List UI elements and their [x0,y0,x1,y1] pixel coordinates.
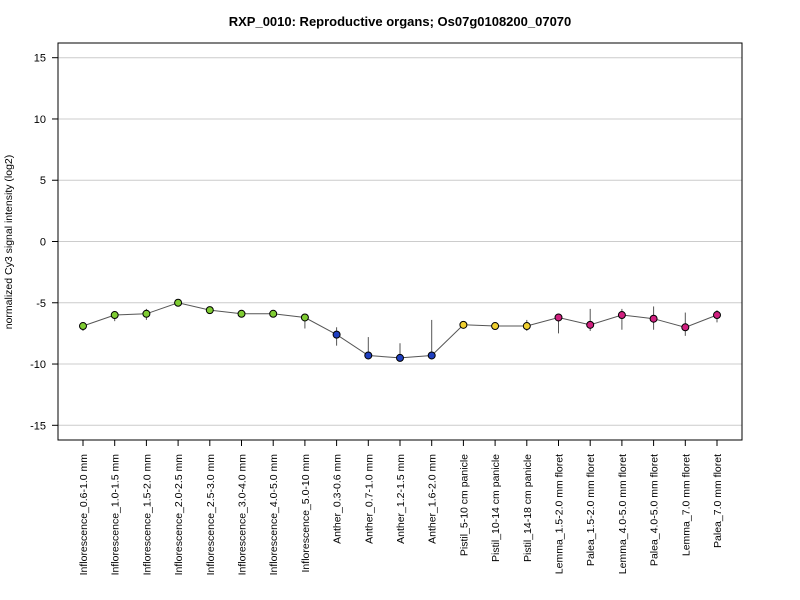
data-point [522,322,531,331]
data-point [459,320,468,329]
data-point [396,353,404,362]
x-tick-label: Lemma_7.0 mm floret [680,454,692,556]
error-bar-layer [82,300,718,362]
chart-title: RXP_0010: Reproductive organs; Os07g0108… [229,14,572,29]
y-tick-label: 10 [34,114,46,126]
x-tick-label: Inflorescence_0.6-1.0 mm [78,454,90,576]
x-tick-label: Anther_1.2-1.5 mm [395,454,407,544]
x-tick-label: Pistil_5-10 cm panicle [458,454,470,556]
data-point [142,309,151,318]
data-point [617,311,626,320]
x-tick-label: Inflorescence_5.0-10 mm [300,454,312,573]
y-tick-label: 0 [40,237,46,249]
y-tick-label: 5 [40,175,46,187]
x-tick-label: Anther_0.7-1.0 mm [363,454,375,544]
data-point [205,306,214,315]
y-tick-label: -5 [36,298,46,310]
y-tick-label: -15 [30,420,46,432]
x-tick-label: Palea_4.0-5.0 mm floret [649,454,661,566]
y-tick-label: -10 [30,359,46,371]
x-tick-label: Inflorescence_2.0-2.5 mm [173,454,185,576]
data-point-layer [79,298,721,362]
x-tick-label: Pistil_14-18 cm panicle [522,454,534,562]
x-tick-label: Inflorescence_3.0-4.0 mm [237,454,249,576]
x-tick-label: Lemma_1.5-2.0 mm floret [554,454,566,574]
data-point [300,313,309,322]
data-point [554,313,563,322]
data-point [269,309,278,318]
data-point [364,351,373,360]
x-tick-label: Inflorescence_1.5-2.0 mm [141,454,153,576]
data-point [332,330,341,339]
data-point [174,298,183,307]
x-tick-label: Palea_7.0 mm floret [712,454,724,548]
data-point [79,322,87,331]
x-tick-label: Inflorescence_2.5-3.0 mm [205,454,217,576]
data-point [491,322,500,331]
data-point [427,351,436,360]
x-tick-label: Lemma_4.0-5.0 mm floret [617,454,629,574]
x-tick-label: Anther_1.6-2.0 mm [427,454,439,544]
data-point [586,320,595,329]
x-tick-label: Inflorescence_4.0-5.0 mm [268,454,280,576]
data-point [649,314,658,323]
data-point [110,311,119,320]
x-tick-label: Inflorescence_1.0-1.5 mm [110,454,122,576]
data-point [713,311,721,320]
x-axis: Inflorescence_0.6-1.0 mm Inflorescence_1.… [78,440,724,575]
x-tick-label: Anther_0.3-0.6 mm [332,454,344,544]
data-point [681,323,690,332]
y-tick-label: 15 [34,53,46,65]
y-axis-label: normalized Cy3 signal intensity (log2) [3,155,15,330]
x-tick-label: Palea_1.5-2.0 mm floret [585,454,597,566]
x-tick-label: Pistil_10-14 cm panicle [490,454,502,562]
data-point [237,309,246,318]
grid-layer [58,57,742,426]
y-axis: 15 10 5 0 -5 -10 -15 [30,53,58,432]
